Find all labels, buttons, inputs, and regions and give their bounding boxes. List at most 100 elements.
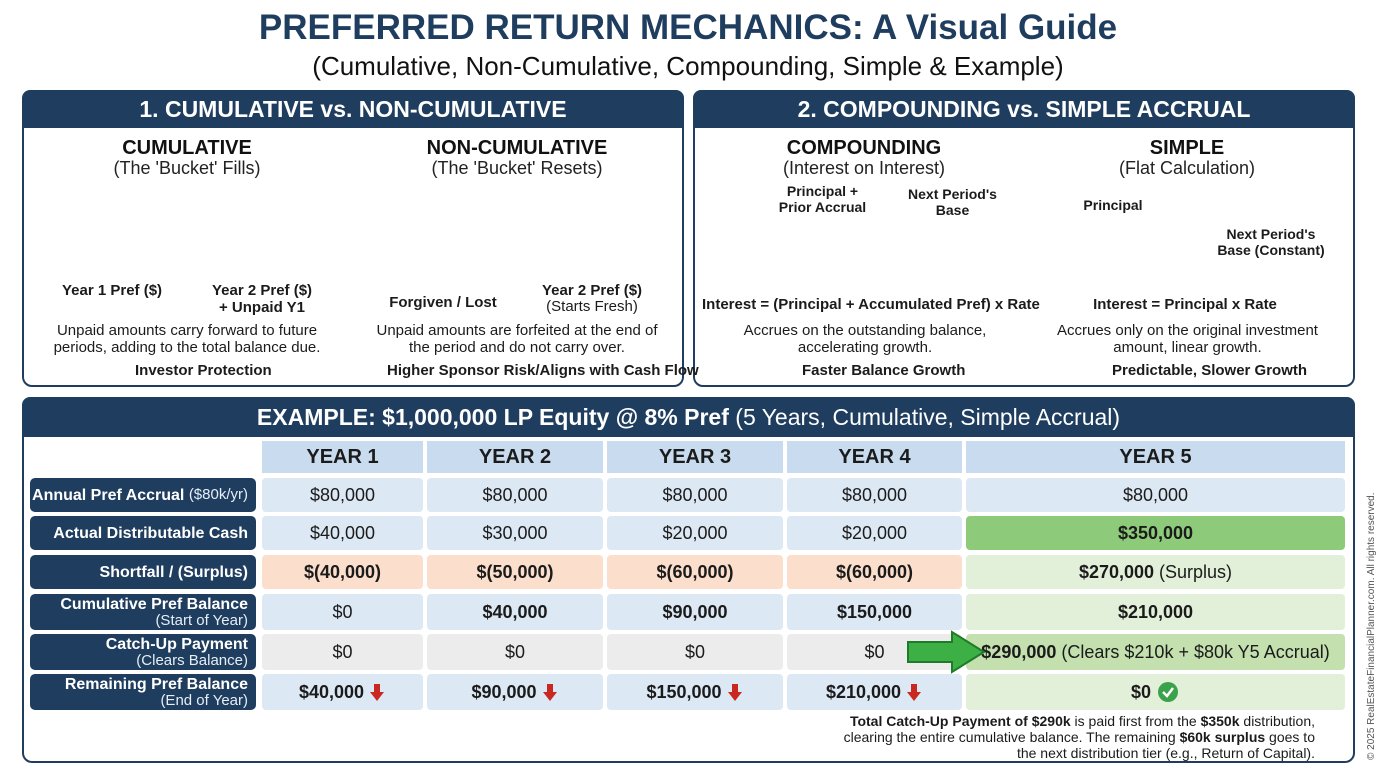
cell-value: $210,000 [825, 681, 902, 702]
description: Unpaid amounts are forfeited at the end … [376, 322, 658, 356]
cell: $40,000 [427, 594, 603, 630]
cell: $0 [607, 634, 783, 670]
cell: $(50,000) [427, 555, 603, 589]
cell: $(60,000) [787, 555, 962, 589]
row-label-text: Catch-Up Payment [105, 635, 248, 653]
cell-value: $290,000 [981, 641, 1057, 662]
cell: $20,000 [607, 516, 783, 550]
description: Accrues on the outstanding balance, acce… [743, 322, 987, 356]
heading: SIMPLE [1149, 137, 1225, 159]
cell: $80,000 [607, 478, 783, 512]
cell: $80,000 [427, 478, 603, 512]
row-label-note: (End of Year) [160, 691, 248, 709]
cell: $90,000 [607, 594, 783, 630]
subtitle: (Cumulative, Non-Cumulative, Compounding… [312, 51, 1064, 81]
badge: Investor Protection [135, 362, 272, 379]
subheading: (The 'Bucket' Fills) [113, 158, 261, 178]
row-label-text: Remaining Pref Balance [64, 675, 248, 693]
section-title: 2. COMPOUNDING vs. SIMPLE ACCRUAL [693, 90, 1355, 128]
footnote-part: goes to the next distribution tier (e.g.… [1016, 729, 1315, 761]
cell: $0 [262, 594, 423, 630]
diagram-label: Principal [1083, 197, 1143, 213]
row-label-text: Annual Pref Accrual [32, 486, 185, 504]
cell: $0 [966, 674, 1345, 710]
column-header: YEAR 3 [607, 441, 783, 473]
footnote-part: is paid first from the [1070, 713, 1201, 729]
cell-value: $270,000 [1078, 561, 1155, 582]
row-label-note: ($80k/yr) [188, 486, 248, 503]
row-label: Catch-Up Payment (Clears Balance) [30, 634, 256, 670]
column-header: YEAR 2 [427, 441, 603, 473]
catch-up-arrow [907, 630, 986, 674]
cell: $0 [427, 634, 603, 670]
bucket-label: Year 1 Pref ($) [87, 229, 137, 261]
caption-note: (Starts Fresh) [546, 298, 638, 315]
bucket-label: Year 2 Pref ($) [237, 229, 287, 261]
cell: $(60,000) [607, 555, 783, 589]
row-label-text: Actual Distributable Cash [53, 524, 248, 542]
caption: Year 2 Pref ($) + Unpaid Y1 [211, 282, 313, 316]
diagram-label: Next Period's Base [908, 186, 997, 218]
cell: $290,000 (Clears $210k + $80k Y5 Accrual… [966, 634, 1345, 670]
cell-value: $0 [1130, 681, 1152, 702]
cell: $150,000 [607, 674, 783, 710]
down-arrow [370, 684, 385, 701]
cell: $30,000 [427, 516, 603, 550]
row-label: Actual Distributable Cash [30, 516, 256, 550]
row-label-text: Cumulative Pref Balance [60, 595, 248, 613]
copyright: © 2025 RealEstateFinancialPlanner.com. A… [1366, 492, 1376, 760]
cell-value: $150,000 [646, 681, 722, 702]
section-box [693, 90, 1355, 387]
column-header: YEAR 1 [262, 441, 423, 473]
footnote-part: $60k surplus [1179, 729, 1266, 745]
bucket-label: Year 1 Pref ($) [418, 229, 468, 261]
badge: Predictable, Slower Growth [1112, 362, 1308, 379]
title: PREFERRED RETURN MECHANICS: A Visual Gui… [258, 8, 1118, 47]
subheading: (Interest on Interest) [782, 158, 946, 178]
cell: $80,000 [966, 478, 1345, 512]
badge: Higher Sponsor Risk/Aligns with Cash Flo… [387, 362, 699, 379]
description: Accrues only on the original investment … [1057, 322, 1318, 356]
example-title-main: EXAMPLE: $1,000,000 LP Equity @ 8% Pref [256, 404, 729, 430]
section-title: 1. CUMULATIVE vs. NON-CUMULATIVE [22, 90, 684, 128]
footnote: Total Catch-Up Payment of $290k is paid … [840, 713, 1315, 761]
formula: Interest = Principal x Rate [1093, 296, 1277, 313]
cell: $80,000 [262, 478, 423, 512]
cell: $80,000 [787, 478, 962, 512]
diagram-label: Principal + Prior Accrual [778, 183, 867, 215]
example-title-note: (5 Years, Cumulative, Simple Accrual) [735, 404, 1121, 430]
heading: NON-CUMULATIVE [426, 137, 608, 159]
cell-note: (Surplus) [1159, 561, 1233, 582]
check-icon [1158, 682, 1179, 702]
footnote-part: $350k [1200, 713, 1240, 729]
down-arrow [542, 684, 557, 701]
example-title: EXAMPLE: $1,000,000 LP Equity @ 8% Pref … [22, 397, 1355, 437]
row-label: Shortfall / (Surplus) [30, 555, 256, 589]
footnote-part: Total Catch-Up Payment of $290k [849, 713, 1071, 729]
cell-note: (Clears $210k + $80k Y5 Accrual) [1061, 641, 1330, 662]
down-arrow [907, 684, 922, 701]
formula: Interest = (Principal + Accumulated Pref… [702, 296, 1040, 313]
cell: $350,000 [966, 516, 1345, 550]
row-label: Annual Pref Accrual ($80k/yr) [30, 478, 256, 512]
cell: $40,000 [262, 674, 423, 710]
description: Unpaid amounts carry forward to future p… [53, 322, 321, 356]
subheading: (The 'Bucket' Resets) [431, 158, 603, 178]
column-header: YEAR 4 [787, 441, 962, 473]
cell: $210,000 [787, 674, 962, 710]
caption: Year 1 Pref ($) [61, 282, 163, 299]
cell-value: $40,000 [298, 681, 365, 702]
cell: $150,000 [787, 594, 962, 630]
row-label-note: (Start of Year) [155, 611, 248, 629]
caption: Year 2 Pref ($) [541, 282, 643, 299]
row-label-note: (Clears Balance) [136, 651, 248, 669]
cell: $20,000 [787, 516, 962, 550]
column-header: YEAR 5 [966, 441, 1345, 473]
cell: $0 [262, 634, 423, 670]
subheading: (Flat Calculation) [1118, 158, 1256, 178]
footnote-part: distribution, clearing the entire cumula… [843, 713, 1315, 745]
row-label: Remaining Pref Balance (End of Year) [30, 674, 256, 710]
cell: $(40,000) [262, 555, 423, 589]
row-label: Cumulative Pref Balance (Start of Year) [30, 594, 256, 630]
